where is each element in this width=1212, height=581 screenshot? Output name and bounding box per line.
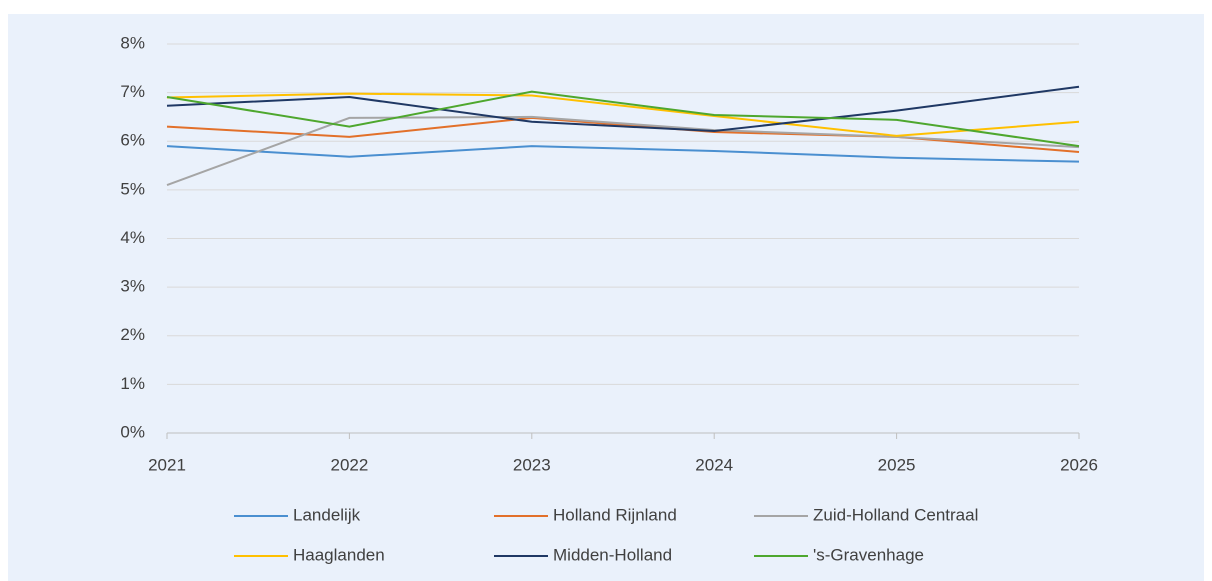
series-line xyxy=(166,92,1080,137)
x-tick-label: 2025 xyxy=(878,455,916,474)
y-tick-label: 1% xyxy=(120,374,145,393)
y-tick-label: 0% xyxy=(120,422,145,441)
x-tick-label: 2023 xyxy=(513,455,551,474)
x-tick-label: 2024 xyxy=(695,455,733,474)
y-tick-label: 3% xyxy=(120,277,145,296)
series-line xyxy=(166,90,1080,148)
legend-label: Midden-Holland xyxy=(553,545,672,564)
y-tick-label: 7% xyxy=(120,82,145,101)
legend-label: 's-Gravenhage xyxy=(813,545,924,564)
series-line xyxy=(166,85,1080,133)
chart-background xyxy=(8,14,1204,581)
legend-label: Haaglanden xyxy=(293,545,385,564)
y-tick-label: 5% xyxy=(120,179,145,198)
series-line xyxy=(166,115,1080,186)
series-line xyxy=(166,145,1080,163)
x-tick-label: 2022 xyxy=(330,455,368,474)
y-tick-label: 2% xyxy=(120,325,145,344)
x-tick-label: 2026 xyxy=(1060,455,1098,474)
y-tick-label: 6% xyxy=(120,131,145,150)
legend-label: Landelijk xyxy=(293,505,361,524)
x-tick-label: 2021 xyxy=(148,455,186,474)
y-tick-label: 4% xyxy=(120,228,145,247)
legend-label: Zuid-Holland Centraal xyxy=(813,505,978,524)
y-tick-label: 8% xyxy=(120,33,145,52)
legend-label: Holland Rijnland xyxy=(553,505,677,524)
